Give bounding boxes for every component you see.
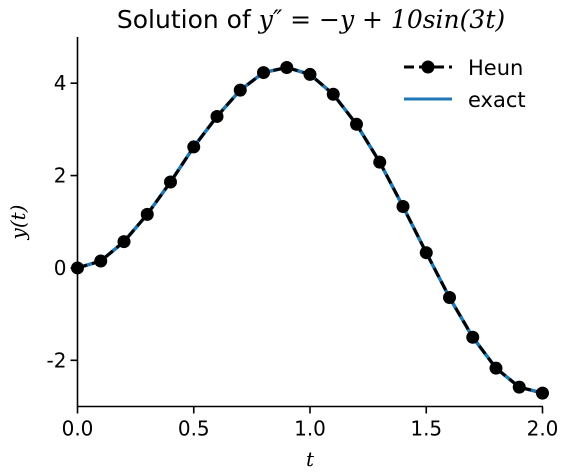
heun-point (187, 140, 201, 154)
heun-point (489, 361, 503, 375)
heun-point (233, 83, 247, 97)
x-tick-label: 1.5 (410, 417, 442, 441)
x-tick-label: 2.0 (527, 417, 559, 441)
series-layer (71, 60, 549, 400)
heun-point (140, 207, 154, 221)
chart-title-equation: y″ = −y + 10sin(3t) (258, 5, 505, 34)
y-axis-label: y(t) (6, 205, 30, 241)
series-exact-line (75, 65, 545, 395)
x-tick-label: 0.0 (62, 417, 94, 441)
x-tick-label: 0.5 (178, 417, 210, 441)
legend-heun-label: Heun (468, 56, 523, 80)
y-tick-label: 2 (54, 164, 67, 188)
heun-point (443, 290, 456, 304)
heun-point (117, 235, 131, 249)
x-axis-ticks: 0.0 0.5 1.0 1.5 2.0 (62, 406, 559, 441)
y-tick-label: 4 (54, 71, 67, 95)
heun-point (71, 261, 84, 275)
legend-heun-marker (421, 60, 435, 74)
heun-point (396, 200, 410, 214)
heun-point (257, 66, 270, 80)
x-tick-label: 1.0 (294, 417, 326, 441)
heun-point (280, 60, 294, 74)
heun-point (536, 386, 549, 400)
chart-title: Solution of y″ = −y + 10sin(3t) (117, 5, 505, 34)
heun-point (303, 67, 317, 81)
y-axis-ticks: -2 0 2 4 (47, 71, 78, 372)
legend-exact-label: exact (468, 88, 526, 112)
heun-point (326, 87, 340, 101)
heun-point (210, 109, 224, 123)
x-axis-label: t (306, 447, 315, 471)
heun-point (164, 175, 177, 189)
heun-point (350, 117, 363, 131)
heun-point (94, 254, 108, 268)
y-tick-label: 0 (54, 256, 67, 280)
legend-entry-exact: exact (404, 88, 526, 112)
chart-title-prefix: Solution of (117, 5, 259, 34)
heun-point (466, 330, 480, 344)
legend-entry-heun: Heun (404, 56, 523, 80)
series-heun-line (77, 65, 543, 395)
heun-point (373, 155, 387, 169)
y-tick-label: -2 (47, 348, 67, 372)
heun-point (419, 246, 433, 260)
legend: Heun exact (404, 56, 526, 112)
heun-point (512, 380, 526, 394)
